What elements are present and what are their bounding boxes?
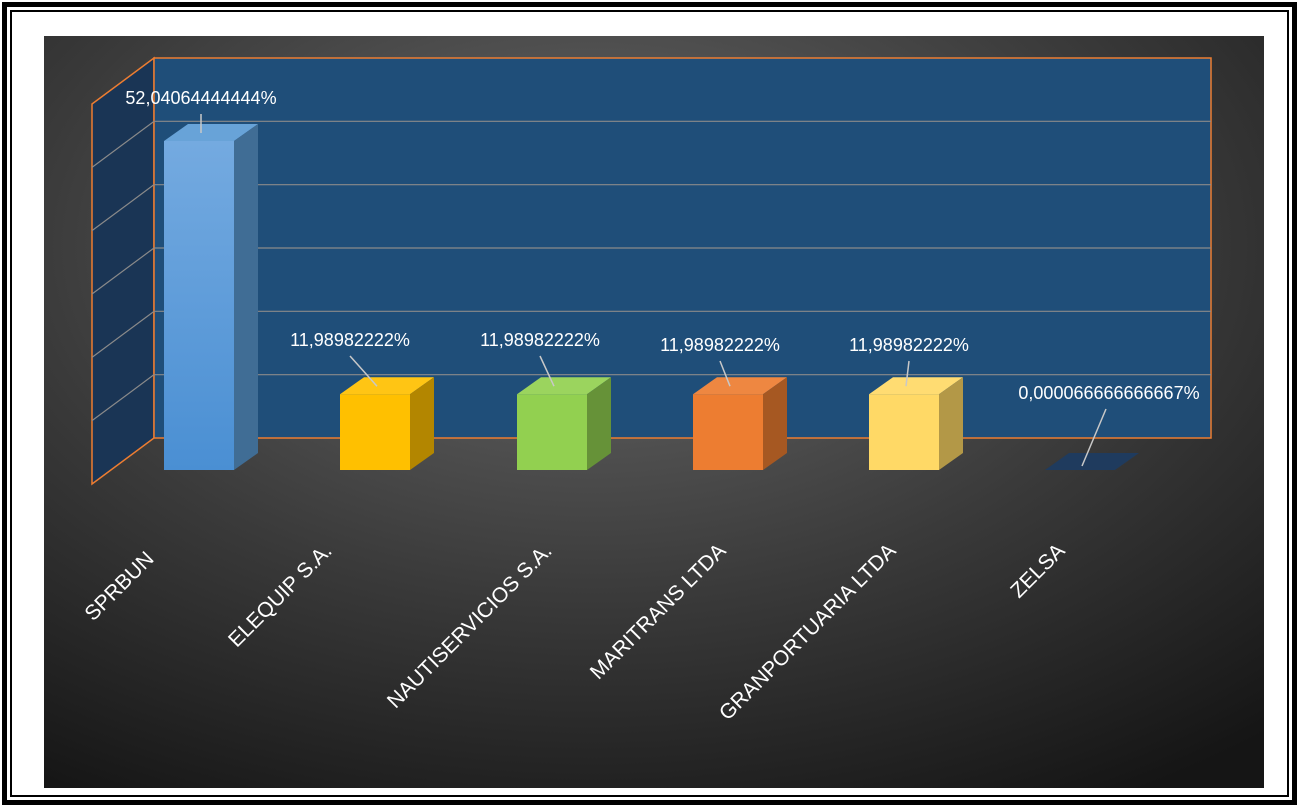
data-label: 0,000066666666667% xyxy=(1018,383,1199,403)
bar-top xyxy=(693,377,787,395)
data-label: 11,98982222% xyxy=(849,335,969,355)
bar-side xyxy=(939,377,963,470)
data-label-leader xyxy=(539,355,555,387)
data-label: 11,98982222% xyxy=(290,330,410,350)
bar xyxy=(1045,453,1139,470)
bar-top xyxy=(164,124,258,141)
data-label: 11,98982222% xyxy=(660,335,780,355)
gridline-side xyxy=(91,310,155,358)
bar-top xyxy=(517,377,611,395)
data-label: 11,98982222% xyxy=(480,330,600,350)
bar xyxy=(164,141,234,470)
gridline-side xyxy=(91,120,155,168)
gridline-side xyxy=(91,247,155,295)
bar-top xyxy=(340,377,434,395)
bar-side xyxy=(587,377,611,470)
data-label-leader xyxy=(1081,408,1107,467)
gridline-side xyxy=(91,374,155,422)
bar xyxy=(340,394,410,470)
data-label: 52,04064444444% xyxy=(125,88,276,108)
gridline-side xyxy=(91,184,155,232)
data-label-leader xyxy=(349,355,378,387)
bar-side xyxy=(234,124,258,470)
bar-side xyxy=(763,377,787,470)
bar-side xyxy=(410,377,434,470)
bar xyxy=(517,394,587,470)
bar xyxy=(869,394,939,470)
data-label-leader xyxy=(719,360,731,387)
data-label-leader xyxy=(905,360,910,387)
bar xyxy=(693,394,763,470)
bar-top xyxy=(869,377,963,395)
